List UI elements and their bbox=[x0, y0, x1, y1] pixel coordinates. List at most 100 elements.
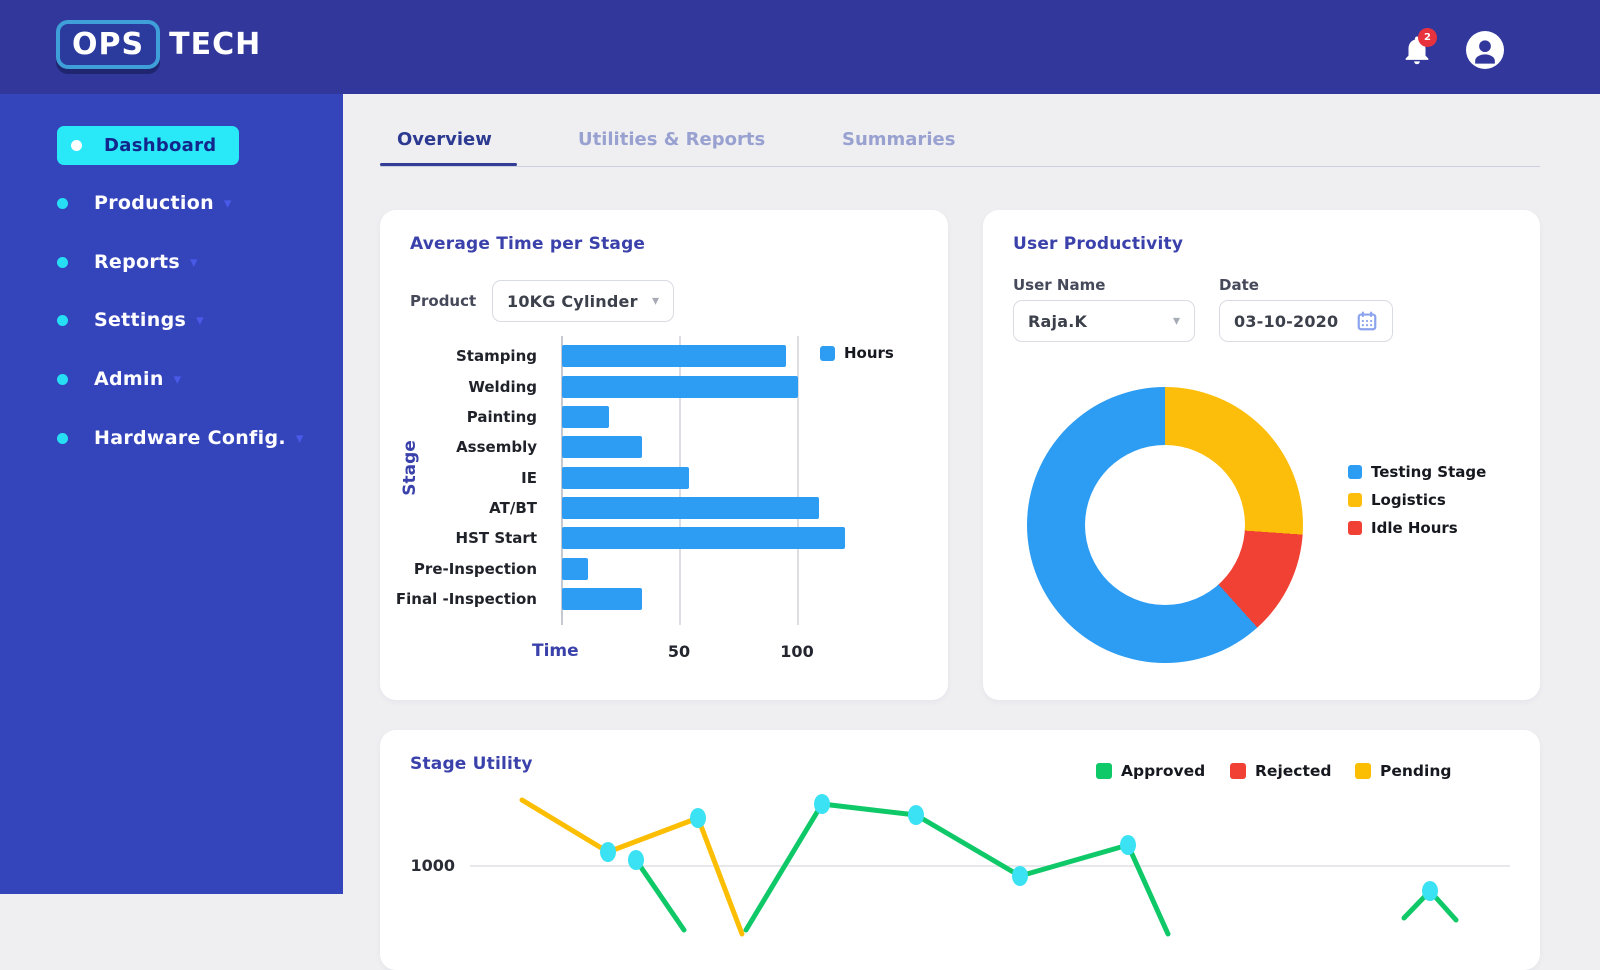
sidebar-item-label: Hardware Config. bbox=[94, 427, 286, 449]
bar-category-painting: Painting bbox=[466, 408, 537, 426]
sidebar-nav: Dashboard Production ▾ Reports ▾ Settings ▾ Adm… bbox=[0, 94, 343, 894]
chevron-down-icon: ▾ bbox=[173, 370, 182, 388]
logo-ops-text: OPS bbox=[72, 27, 145, 62]
line-series-pending bbox=[519, 797, 745, 937]
app-header: OPS TECH 2 bbox=[0, 0, 1600, 94]
hours-legend-label: Hours bbox=[844, 344, 894, 362]
sidebar-item-production[interactable]: Production ▾ bbox=[57, 192, 231, 214]
sidebar-item-label: Admin bbox=[94, 368, 164, 390]
avg-time-per-stage-card: Average Time per Stage Product 10KG Cyli… bbox=[380, 210, 948, 700]
chevron-down-icon: ▾ bbox=[190, 253, 198, 271]
data-point-marker bbox=[814, 794, 830, 814]
bar-x-tick-50: 50 bbox=[667, 642, 691, 661]
bar-legend-hours: Hours bbox=[820, 344, 894, 362]
product-dropdown[interactable]: 10KG Cylinder ▾ bbox=[492, 280, 674, 322]
bar-category-pre-inspection: Pre-Inspection bbox=[413, 560, 537, 578]
tab-overview[interactable]: Overview bbox=[397, 129, 492, 150]
chevron-down-icon: ▾ bbox=[295, 429, 304, 447]
bar-pre-inspection bbox=[562, 558, 588, 580]
sidebar-item-admin[interactable]: Admin ▾ bbox=[57, 368, 181, 390]
bullet-icon bbox=[57, 314, 68, 326]
bar-welding bbox=[562, 376, 798, 398]
data-point-marker bbox=[600, 842, 616, 862]
bar-hst-start bbox=[562, 527, 845, 549]
bar-category-assembly: Assembly bbox=[456, 438, 537, 456]
data-point-marker bbox=[908, 805, 924, 825]
donut-legend-logistics: Logistics bbox=[1348, 491, 1446, 509]
active-tab-underline bbox=[380, 163, 517, 166]
stage-utility-card: Stage Utility Approved Rejected Pending 10… bbox=[380, 730, 1540, 970]
donut-legend-testing-stage: Testing Stage bbox=[1348, 463, 1486, 481]
legend-label: Pending bbox=[1380, 762, 1452, 780]
line-series-approved bbox=[633, 857, 687, 933]
bullet-icon bbox=[57, 432, 68, 444]
bar-category-ie: IE bbox=[521, 469, 537, 487]
sidebar-item-reports[interactable]: Reports ▾ bbox=[57, 251, 198, 273]
bar-chart-y-axis-title: Stage bbox=[399, 440, 420, 496]
legend-swatch bbox=[1096, 763, 1112, 779]
data-point-marker bbox=[690, 808, 706, 828]
tab-summaries[interactable]: Summaries bbox=[842, 129, 956, 150]
bar-final-inspection bbox=[562, 588, 642, 610]
user-productivity-card: User Productivity User Name Raja.K ▾ Dat… bbox=[983, 210, 1540, 700]
bar-category-final-inspection: Final -Inspection bbox=[395, 590, 537, 608]
legend-swatch bbox=[1230, 763, 1246, 779]
stage-utility-line-chart bbox=[519, 794, 1459, 937]
bar-ie bbox=[562, 467, 689, 489]
donut-legend-idle-hours: Idle Hours bbox=[1348, 519, 1458, 537]
user-avatar-icon[interactable] bbox=[1466, 31, 1504, 69]
date-value: 03-10-2020 bbox=[1234, 311, 1339, 331]
legend-label: Testing Stage bbox=[1371, 463, 1487, 481]
user-name-label: User Name bbox=[1013, 276, 1106, 294]
sidebar-item-label: Production bbox=[94, 192, 214, 214]
chevron-down-icon: ▾ bbox=[1172, 313, 1180, 329]
legend-label: Logistics bbox=[1371, 491, 1446, 509]
bullet-icon bbox=[57, 256, 68, 268]
line-legend-pending: Pending bbox=[1355, 762, 1451, 780]
tabs-divider bbox=[380, 166, 1540, 167]
bar-assembly bbox=[562, 436, 642, 458]
data-point-marker bbox=[1120, 835, 1136, 855]
bar-category-welding: Welding bbox=[468, 378, 537, 396]
sidebar-item-label: Reports bbox=[94, 251, 181, 273]
notification-count-badge: 2 bbox=[1418, 28, 1437, 47]
sidebar-item-hardware-config[interactable]: Hardware Config. ▾ bbox=[57, 427, 303, 449]
avg-time-card-title: Average Time per Stage bbox=[410, 234, 646, 254]
tab-utilities-reports[interactable]: Utilities & Reports bbox=[578, 129, 766, 150]
date-label: Date bbox=[1219, 276, 1259, 294]
bar-x-tick-100: 100 bbox=[780, 642, 814, 661]
bar-stamping bbox=[562, 345, 786, 367]
sidebar-item-settings[interactable]: Settings ▾ bbox=[57, 309, 204, 331]
bar-category-at-bt: AT/BT bbox=[489, 499, 537, 517]
app-logo: OPS TECH bbox=[56, 20, 261, 69]
bar-category-stamping: Stamping bbox=[455, 347, 537, 365]
product-dropdown-value: 10KG Cylinder bbox=[507, 291, 638, 311]
legend-swatch bbox=[1348, 465, 1362, 479]
chevron-down-icon: ▾ bbox=[223, 194, 232, 212]
legend-label: Rejected bbox=[1255, 762, 1332, 780]
line-legend-approved: Approved bbox=[1096, 762, 1205, 780]
sidebar-item-dashboard[interactable]: Dashboard bbox=[57, 126, 239, 165]
date-field[interactable]: 03-10-2020 bbox=[1219, 300, 1393, 342]
line-series-approved bbox=[743, 801, 1171, 937]
user-name-value: Raja.K bbox=[1028, 311, 1088, 331]
bullet-icon bbox=[57, 197, 68, 209]
donut-hole bbox=[1085, 445, 1245, 605]
logo-tech-text: TECH bbox=[169, 27, 262, 62]
data-point-marker bbox=[1422, 881, 1438, 901]
product-label: Product bbox=[410, 292, 477, 310]
hours-legend-swatch bbox=[820, 345, 835, 361]
chevron-down-icon: ▾ bbox=[196, 311, 204, 329]
bullet-icon bbox=[71, 140, 82, 151]
sidebar-item-label: Settings bbox=[94, 309, 187, 331]
chevron-down-icon: ▾ bbox=[651, 293, 659, 309]
bar-chart-x-axis-title: Time bbox=[532, 641, 579, 661]
legend-label: Idle Hours bbox=[1371, 519, 1458, 537]
stage-utility-card-title: Stage Utility bbox=[410, 754, 533, 774]
legend-swatch bbox=[1348, 521, 1362, 535]
bar-painting bbox=[562, 406, 609, 428]
bar-at-bt bbox=[562, 497, 819, 519]
legend-swatch bbox=[1355, 763, 1371, 779]
sidebar-item-label: Dashboard bbox=[104, 135, 217, 156]
user-name-dropdown[interactable]: Raja.K ▾ bbox=[1013, 300, 1195, 342]
